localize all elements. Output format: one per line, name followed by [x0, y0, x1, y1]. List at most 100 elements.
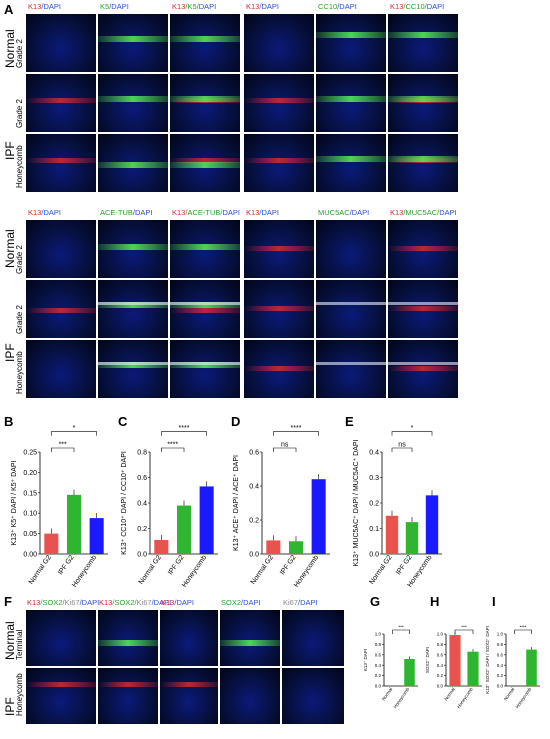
a-acetub-col-title-0: K13/DAPI: [28, 208, 61, 217]
chart-d-sig-label-0: ns: [281, 442, 289, 449]
panel-label-d: D: [231, 414, 241, 429]
f-tile-r1-c3: [220, 668, 280, 724]
a-acetub-tile-r2-c1: [98, 340, 168, 398]
a-acetub-tile-r0-c1: [98, 220, 168, 278]
panel-label-g: G: [370, 594, 381, 609]
chart-h-bar-1: [467, 651, 479, 686]
chart-d-xtick-label-0: Normal G2: [250, 554, 275, 586]
chart-e-bar-1: [405, 522, 419, 554]
f-col-title-4: Ki67/DAPI: [283, 598, 318, 607]
a-acetub-tile-r0-c2: [170, 220, 240, 278]
chart-h-ylabel: SOX2⁺ DAPI: [425, 647, 430, 673]
f-tile-r1-c4: [282, 668, 344, 724]
chart-h-ytick-label-0: 0.0: [437, 684, 444, 689]
chart-c-sig-bracket-0: [161, 447, 185, 452]
chart-c-xtick-label-0: Normal G2: [138, 554, 163, 586]
chart-e-xtick-label-1: IPF G2: [395, 554, 414, 576]
a-k5-col-title-0: K13/DAPI: [28, 2, 61, 11]
a-cc10-tile-r2-c0: [244, 134, 314, 192]
chart-g-ytick-label-0: 0.0: [375, 684, 382, 689]
a-acetub-tile-r1-c0: [26, 280, 96, 338]
chart-g-ytick-label-1: 0.2: [375, 673, 382, 678]
a-cc10-tile-r1-c2: [388, 74, 458, 132]
a-cc10-tile-r0-c1: [316, 14, 386, 72]
f-tile-r1-c0: [26, 668, 96, 724]
a-muc5ac-tile-r0-c0: [244, 220, 314, 278]
panel-label-c: C: [118, 414, 128, 429]
chart-c-xtick-label-1: IPF G2: [167, 554, 186, 576]
chart-h-ytick-label-5: 1.0: [437, 632, 444, 637]
chart-h-bar-0: [449, 635, 461, 686]
chart-d-ylabel: K13⁺ ACE⁺ DAPI / ACE⁺ DAPI: [233, 455, 240, 551]
chart-i-ytick-label-3: 0.6: [497, 652, 504, 657]
a-cc10-col-title-1: CC10/DAPI: [318, 2, 357, 11]
chart-d-ytick-label-2: 0.4: [249, 483, 259, 490]
chart-b-sig-bracket-1: [51, 431, 97, 436]
a-k5-tile-r1-c2: [170, 74, 240, 132]
chart-b-bar-0: [44, 533, 59, 554]
chart-i-xtick-label-0: Normal: [503, 687, 515, 702]
a-cc10-tile-r2-c1: [316, 134, 386, 192]
a-muc5ac-tile-r0-c2: [388, 220, 458, 278]
panel-label-i: I: [492, 594, 496, 609]
a-k5-tile-r1-c0: [26, 74, 96, 132]
a-cc10-tile-r2-c2: [388, 134, 458, 192]
chart-b-ytick-label-2: 0.10: [23, 511, 37, 518]
chart-g-ytick-label-2: 0.4: [375, 663, 382, 668]
panel-label-e: E: [345, 414, 354, 429]
a-muc5ac-col-title-0: K13/DAPI: [246, 208, 279, 217]
chart-c-bar-1: [176, 505, 192, 554]
chart-e-ytick-label-3: 0.3: [369, 475, 379, 482]
chart-b-ytick-label-1: 0.05: [23, 531, 37, 538]
a-cc10-tile-r0-c0: [244, 14, 314, 72]
chart-i-ytick-label-4: 0.8: [497, 642, 504, 647]
a-cc10-tile-r1-c0: [244, 74, 314, 132]
chart-e-sig-bracket-0: [391, 447, 413, 452]
chart-b-ytick-label-0: 0.00: [23, 551, 37, 558]
a-muc5ac-tile-r1-c1: [316, 280, 386, 338]
chart-e-ytick-label-0: 0.0: [369, 551, 379, 558]
a-k5-tile-r1-c1: [98, 74, 168, 132]
chart-c-ytick-label-2: 0.4: [137, 500, 147, 507]
a-muc5ac-tile-r2-c1: [316, 340, 386, 398]
chart-d-bar-1: [288, 541, 304, 554]
chart-i-bar-1: [526, 649, 537, 686]
a-acetub-col-title-1: ACE-TUB/DAPI: [100, 208, 153, 217]
f-col-title-3: SOX2/DAPI: [221, 598, 261, 607]
a-acetub-tile-r2-c0: [26, 340, 96, 398]
chart-i-xtick-label-1: Honeycomb: [514, 686, 532, 709]
chart-g-ylabel: K13⁺ DAPI: [363, 649, 368, 671]
chart-d-xtick-label-2: Honeycomb: [293, 554, 320, 589]
f-tile-r0-c0: [26, 610, 96, 666]
a-acetub-tile-r1-c1: [98, 280, 168, 338]
chart-c-ylabel: K13⁺ CC10⁺ DAPI / CC10⁺ DAPI: [121, 451, 128, 555]
chart-g-sig-label-0: ***: [398, 625, 404, 630]
chart-d-ytick-label-3: 0.6: [249, 449, 259, 456]
chart-b-xtick-label-0: Normal G2: [28, 554, 53, 586]
chart-c-ytick-label-0: 0.0: [137, 551, 147, 558]
chart-d-sig-bracket-1: [273, 431, 319, 436]
chart-d-ytick-label-0: 0.0: [249, 551, 259, 558]
chart-c-ytick-label-1: 0.2: [137, 526, 147, 533]
chart-e-sig-label-0: ns: [398, 442, 406, 449]
a-k5-col-title-2: K13/K5/DAPI: [172, 2, 217, 11]
chart-g-ytick-label-4: 0.8: [375, 642, 382, 647]
a-muc5ac-tile-r1-c2: [388, 280, 458, 338]
a-muc5ac-tile-r2-c2: [388, 340, 458, 398]
f-col-title-2: K13/DAPI: [161, 598, 194, 607]
chart-d-xtick-label-1: IPF G2: [279, 554, 298, 576]
chart-b-bar-1: [66, 494, 82, 554]
chart-i-ylabel: K13⁺ SOX2⁺ DAPI / SOX2⁺ DAPI: [485, 626, 490, 694]
chart-e-ytick-label-2: 0.2: [369, 500, 379, 507]
chart-i-ytick-label-1: 0.2: [497, 673, 504, 678]
chart-b-sig-bracket-0: [51, 447, 75, 452]
chart-b-xtick-label-1: IPF G2: [57, 554, 76, 576]
chart-d-bar-2: [311, 479, 326, 554]
chart-b-xtick-label-2: Honeycomb: [71, 554, 98, 589]
chart-b-sig-label-0: ***: [59, 442, 67, 449]
a-muc5ac-col-title-2: K13/MUC5AC/DAPI: [390, 208, 457, 217]
f-tile-r1-c2: [160, 668, 218, 724]
chart-d-sig-label-1: ****: [291, 425, 302, 432]
chart-i-sig-label-0: ****: [519, 625, 526, 630]
a-k5-tile-r2-c1: [98, 134, 168, 192]
